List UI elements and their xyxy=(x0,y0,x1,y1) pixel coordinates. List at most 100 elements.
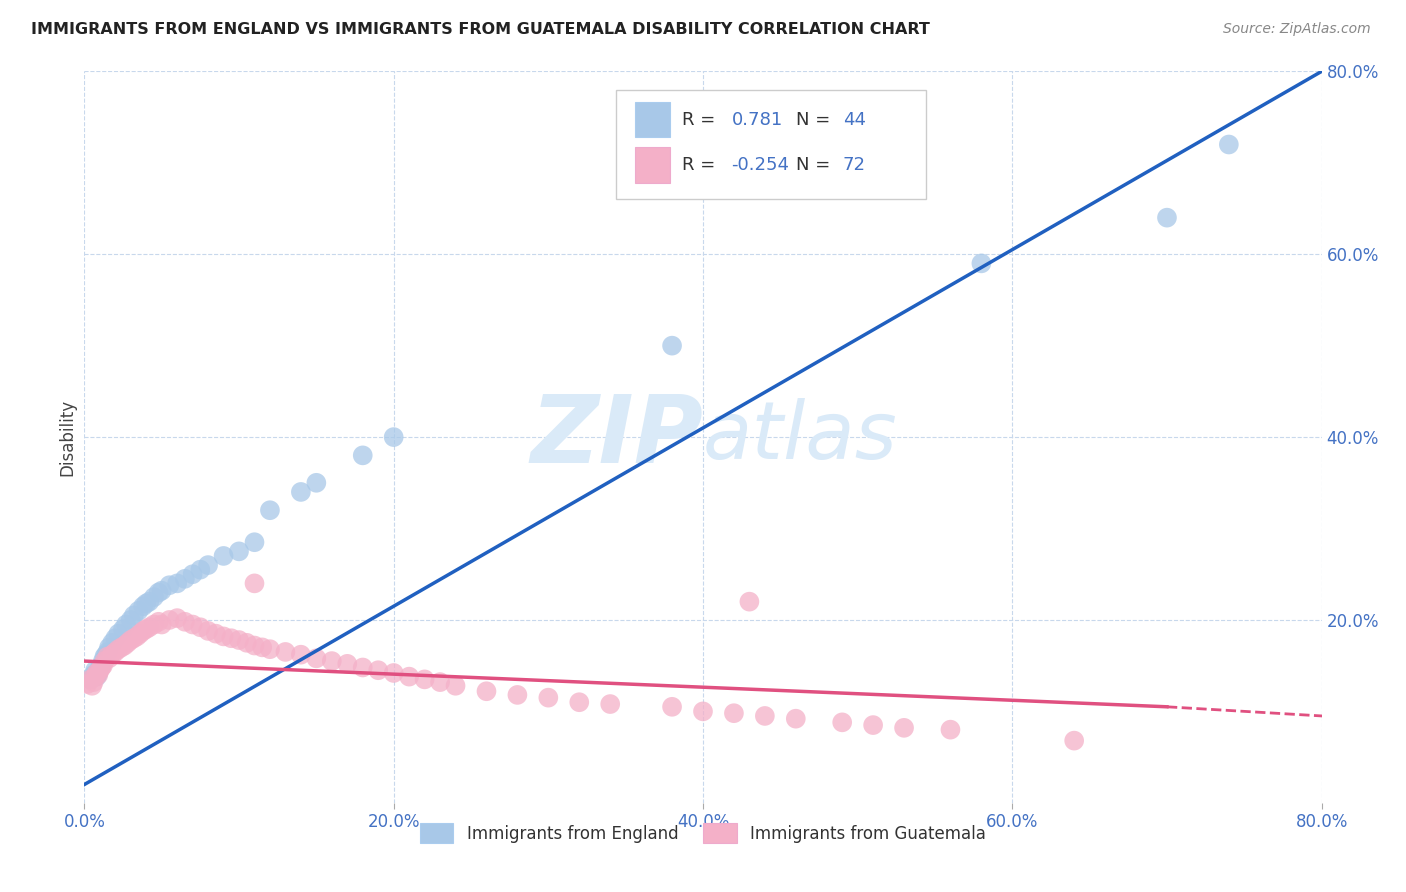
Point xyxy=(120,633,142,648)
Point xyxy=(235,636,259,650)
Point xyxy=(1063,733,1085,747)
Point xyxy=(661,338,683,352)
Point xyxy=(259,503,281,517)
Point xyxy=(93,649,115,664)
Point xyxy=(290,648,312,662)
Point xyxy=(76,677,98,691)
Point xyxy=(398,670,420,684)
Point xyxy=(661,699,683,714)
Point xyxy=(188,620,211,634)
Point xyxy=(125,629,148,643)
Text: R =: R = xyxy=(682,111,721,128)
Point xyxy=(143,590,166,604)
Point xyxy=(84,663,107,677)
Point xyxy=(243,639,266,653)
Text: R =: R = xyxy=(682,156,721,174)
Point xyxy=(79,673,101,687)
Point xyxy=(135,597,157,611)
Point xyxy=(274,645,297,659)
Point xyxy=(305,651,328,665)
Point xyxy=(101,636,124,650)
Point xyxy=(87,665,110,680)
Point xyxy=(305,475,328,490)
Point xyxy=(90,658,112,673)
Legend: Immigrants from England, Immigrants from Guatemala: Immigrants from England, Immigrants from… xyxy=(413,817,993,849)
Point xyxy=(91,654,114,668)
Point xyxy=(107,642,129,657)
Point xyxy=(89,663,111,677)
Point xyxy=(367,663,389,677)
Point xyxy=(150,617,173,632)
Text: N =: N = xyxy=(796,156,835,174)
Text: Source: ZipAtlas.com: Source: ZipAtlas.com xyxy=(1223,22,1371,37)
Point xyxy=(110,640,132,655)
Point xyxy=(228,544,250,558)
Point xyxy=(135,622,157,636)
Point xyxy=(181,617,204,632)
Point xyxy=(89,660,111,674)
Point xyxy=(599,697,621,711)
Point xyxy=(259,642,281,657)
Point xyxy=(79,673,101,687)
Point xyxy=(86,670,108,684)
Point xyxy=(96,645,118,659)
Point xyxy=(82,679,104,693)
Point xyxy=(132,624,155,638)
Point xyxy=(1218,137,1240,152)
Point xyxy=(537,690,560,705)
Point xyxy=(143,617,166,632)
Point xyxy=(188,563,211,577)
Point xyxy=(132,599,155,614)
Point xyxy=(205,626,228,640)
Bar xyxy=(636,147,669,183)
Point xyxy=(382,430,405,444)
Point xyxy=(138,594,160,608)
Point xyxy=(506,688,529,702)
Point xyxy=(475,684,498,698)
Point xyxy=(352,660,374,674)
Text: N =: N = xyxy=(796,111,835,128)
Point xyxy=(243,535,266,549)
Point xyxy=(352,448,374,462)
Point xyxy=(893,721,915,735)
Point xyxy=(90,660,112,674)
Point xyxy=(692,705,714,719)
Point xyxy=(86,665,108,680)
Point xyxy=(1156,211,1178,225)
Point xyxy=(122,632,145,646)
Point xyxy=(723,706,745,721)
Point xyxy=(98,640,121,655)
Point xyxy=(104,645,127,659)
Text: 0.781: 0.781 xyxy=(731,111,783,128)
Point xyxy=(568,695,591,709)
Point xyxy=(413,673,436,687)
Point xyxy=(83,675,105,690)
Point xyxy=(444,679,467,693)
Point xyxy=(939,723,962,737)
Text: ZIP: ZIP xyxy=(530,391,703,483)
Point xyxy=(174,572,197,586)
Bar xyxy=(636,102,669,137)
Point xyxy=(84,670,107,684)
Text: 72: 72 xyxy=(842,156,866,174)
Point xyxy=(785,712,807,726)
Point xyxy=(174,615,197,629)
Point xyxy=(290,485,312,500)
Point xyxy=(87,667,110,681)
Point xyxy=(94,648,117,662)
Point xyxy=(738,594,761,608)
Point xyxy=(107,626,129,640)
Point xyxy=(148,585,170,599)
Point xyxy=(122,608,145,623)
Point xyxy=(93,654,115,668)
Point xyxy=(148,615,170,629)
Point xyxy=(150,583,173,598)
Point xyxy=(112,622,135,636)
Point xyxy=(250,640,273,655)
Point xyxy=(321,654,343,668)
Point xyxy=(159,613,180,627)
Point xyxy=(114,639,136,653)
Point xyxy=(159,578,180,592)
Point xyxy=(181,567,204,582)
Point xyxy=(336,657,359,671)
